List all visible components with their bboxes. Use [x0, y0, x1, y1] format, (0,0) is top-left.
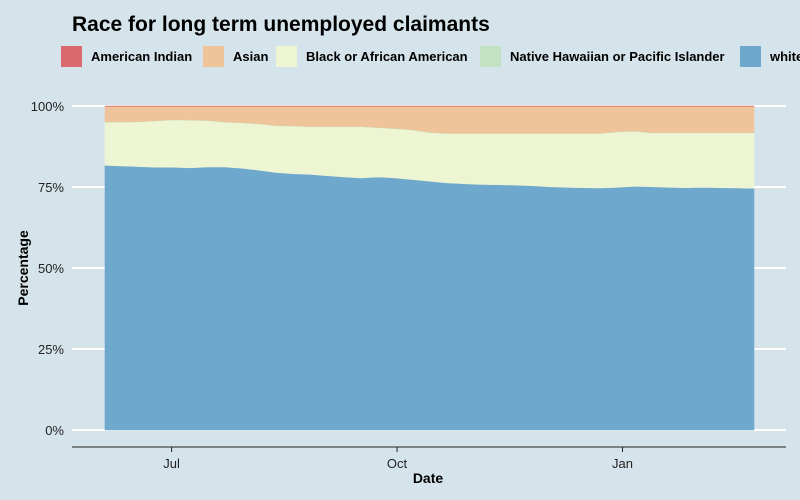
y-tick-label: 75%	[38, 180, 64, 195]
legend-item-white: white	[740, 45, 800, 67]
legend-label-asian: Asian	[233, 48, 269, 64]
grid-layer	[72, 105, 786, 431]
legend-swatch-black-or-african-american	[276, 45, 297, 67]
x-tick-label: Jan	[612, 456, 633, 471]
legend-item-american-indian: American Indian	[61, 45, 192, 67]
legend-item-native-hawaiian: Native Hawaiian or Pacific Islander	[480, 45, 725, 67]
area-series-asian	[104, 106, 755, 134]
area-series-native-hawaiian-or-pacific-islander	[104, 119, 755, 134]
x-tick-label: Oct	[387, 456, 408, 471]
legend-item-black-or-african-american: Black or African American	[276, 45, 468, 67]
legend: American Indian Asian Black or African A…	[61, 45, 800, 67]
y-tick-label: 25%	[38, 342, 64, 357]
legend-label-black-or-african-american: Black or African American	[306, 48, 468, 64]
area-layer	[104, 105, 755, 431]
y-axis-title: Percentage	[15, 230, 31, 306]
legend-swatch-american-indian	[61, 45, 82, 67]
axis-layer: 0% 25% 50% 75% 100% Jul Oct Jan Date Percentage	[15, 99, 786, 486]
x-tick-label: Jul	[163, 456, 180, 471]
legend-label-white: white	[770, 48, 800, 64]
legend-label-american-indian: American Indian	[91, 48, 193, 64]
y-tick-label: 50%	[38, 261, 64, 276]
legend-swatch-asian	[203, 45, 224, 67]
y-tick-label: 100%	[31, 99, 65, 114]
area-series-white	[104, 164, 755, 431]
legend-label-native-hawaiian: Native Hawaiian or Pacific Islander	[510, 48, 725, 64]
x-axis-title: Date	[413, 470, 444, 486]
y-tick-label: 0%	[45, 423, 64, 438]
chart-title: Race for long term unemployed claimants	[72, 13, 490, 36]
legend-swatch-native-hawaiian	[480, 45, 501, 67]
area-series-black-or-african-american	[104, 119, 755, 189]
legend-swatch-white	[740, 45, 761, 67]
legend-item-asian: Asian	[203, 45, 268, 67]
